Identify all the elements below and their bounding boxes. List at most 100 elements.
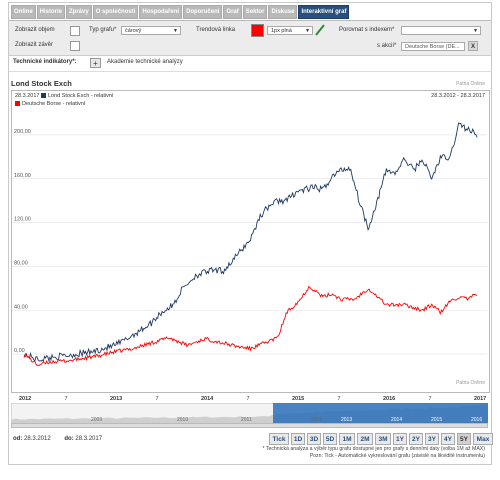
line-chart: 200,00 160,00 120,00 80,00 40,00 0,00 (12, 122, 487, 366)
chart-title: Lond Stock Exch (11, 79, 72, 88)
legend-series-1: 28.3.2017 Lond Stock Exch - relativní (15, 93, 113, 99)
chart-type-value: čárový (125, 28, 142, 34)
show-close-label: Zobrazit závěr (15, 42, 54, 48)
compare-index-label: Porovnat s indexem* (339, 27, 395, 33)
show-volume-checkbox[interactable] (70, 26, 80, 36)
compare-stock-input[interactable]: Deutsche Borse (DE... (401, 42, 465, 51)
tab-graf[interactable]: Graf (223, 5, 242, 19)
chevron-down-icon: ▼ (473, 28, 478, 34)
technical-indicators-bar: Technické indikátory*: + Akademie techni… (9, 55, 491, 72)
tab-historie[interactable]: Historie (36, 5, 66, 19)
x-axis: 2012 7 2013 7 2014 7 2015 7 2016 7 2017 (19, 396, 486, 402)
chart-type-label: Typ grafu* (89, 27, 117, 33)
tab-diskuse[interactable]: Diskuse (268, 5, 298, 19)
date-from-label: od: (13, 436, 23, 442)
y-tick-label: 0,00 (14, 348, 25, 354)
note-2: Pozn: Tick - Automatické vykreslování gr… (309, 453, 485, 459)
tab-o-spole-nosti[interactable]: O společnosti (92, 5, 139, 19)
x-tick-label: 7 (429, 396, 432, 402)
tab-zpr-vy[interactable]: Zprávy (66, 5, 92, 19)
y-tick-label: 80,00 (14, 260, 28, 266)
compare-stock-value: Deutsche Borse (DE... (405, 44, 460, 50)
date-to-label: do: (64, 436, 74, 442)
chevron-down-icon: ▼ (305, 28, 310, 34)
academy-link[interactable]: Akademie technické analýzy (107, 59, 183, 65)
interactive-chart-panel: Online Historie Zprávy O společnosti Hospoda… (8, 2, 493, 465)
tab-bar: Online Historie Zprávy O společnosti Hospoda… (11, 5, 350, 19)
range-button-tick[interactable]: Tick (269, 433, 289, 445)
y-tick-label: 40,00 (14, 304, 28, 310)
series-line-2 (23, 285, 478, 366)
series-1-swatch (41, 93, 46, 99)
legend-date: 28.3.2017 (15, 93, 40, 99)
x-tick-label: 7 (247, 396, 250, 402)
legend-date-range: 28.3.2012 - 28.3.2017 (431, 93, 485, 99)
tab-hospoda-en-[interactable]: Hospodaření (139, 5, 183, 19)
range-button-3m[interactable]: 3M (375, 433, 391, 445)
x-tick-label: 2015 (292, 396, 304, 402)
range-button-3d[interactable]: 3D (307, 433, 321, 445)
x-tick-label: 7 (338, 396, 341, 402)
x-tick-label: 2014 (201, 396, 214, 402)
series-2-label: Deutsche Borse - relativní (22, 101, 86, 107)
tab-online[interactable]: Online (11, 5, 36, 19)
tab-doporu-en-[interactable]: Doporučení (183, 5, 223, 19)
navigator-year-label: 2011 (241, 417, 252, 423)
y-tick-label: 160,00 (14, 173, 31, 179)
range-button-1y[interactable]: 1Y (393, 433, 407, 445)
series-1-label: Lond Stock Exch - relativní (48, 93, 114, 99)
range-button-1d[interactable]: 1D (291, 433, 305, 445)
indicators-label: Technické indikátory*: (13, 59, 77, 65)
range-button-5y[interactable]: 5Y (457, 433, 471, 445)
range-button-2m[interactable]: 2M (357, 433, 373, 445)
watermark-top: Patria Online (456, 81, 485, 87)
chart-plot-area[interactable]: 28.3.2017 Lond Stock Exch - relativní De… (11, 90, 490, 393)
compare-index-select[interactable]: ▼ (401, 26, 481, 35)
navigator-year-label: 2009 (91, 417, 102, 423)
navigator-year-label: 2016 (471, 417, 482, 423)
y-tick-label: 120,00 (14, 217, 31, 223)
range-navigator[interactable]: 2009 2010 2011 2012 2013 2014 2015 2016 (11, 403, 488, 423)
date-to-field[interactable]: 28.3.2017 (75, 436, 103, 442)
range-button-2y[interactable]: 2Y (409, 433, 423, 445)
x-tick-label: 2012 (19, 396, 31, 402)
pencil-icon[interactable] (315, 24, 325, 36)
navigator-year-label: 2013 (341, 417, 352, 423)
chart-type-select[interactable]: čárový ▼ (121, 26, 181, 35)
x-tick-label: 7 (65, 396, 68, 402)
note-1: * Technická analýza a výběr typu grafu d… (262, 446, 485, 452)
x-tick-label: 2016 (383, 396, 395, 402)
navigator-year-label: 2012 (311, 417, 322, 423)
trend-line-select[interactable]: 1px plná ▼ (267, 26, 313, 35)
add-indicator-button[interactable]: + (90, 58, 101, 68)
tab-sektor[interactable]: Sektor (242, 5, 268, 19)
watermark-bottom: Patria Online (456, 380, 485, 386)
legend-series-2: Deutsche Borse - relativní (15, 101, 85, 107)
y-tick-label: 200,00 (14, 129, 31, 135)
series-2-swatch (15, 101, 20, 107)
navigator-year-label: 2014 (391, 417, 402, 423)
range-button-max[interactable]: Max (473, 433, 493, 445)
show-close-checkbox[interactable] (70, 41, 80, 51)
date-from-field[interactable]: 28.3.2012 (24, 436, 51, 442)
range-button-3y[interactable]: 3Y (425, 433, 439, 445)
range-button-1m[interactable]: 1M (339, 433, 355, 445)
range-button-5d[interactable]: 5D (323, 433, 337, 445)
chart-controls: Zobrazit objem Zobrazit závěr Typ grafu*… (9, 20, 491, 56)
clear-compare-button[interactable]: X (468, 41, 478, 51)
date-range-inputs: od: 28.3.2012 do: 28.3.2017 (13, 436, 102, 442)
x-tick-label: 7 (156, 396, 159, 402)
tab-interaktivn-graf[interactable]: Interaktivní graf (298, 5, 350, 19)
trend-line-value: 1px plná (271, 28, 292, 34)
range-button-4y[interactable]: 4Y (441, 433, 455, 445)
chevron-down-icon: ▼ (173, 28, 178, 34)
series-line-1 (23, 122, 478, 363)
x-tick-label: 2017 (474, 396, 486, 402)
navigator-year-label: 2015 (431, 417, 442, 423)
navigator-scrollbar[interactable] (11, 423, 488, 428)
show-volume-label: Zobrazit objem (15, 27, 55, 33)
navigator-selection[interactable] (273, 403, 488, 423)
compare-stock-label: s akcií* (377, 43, 397, 49)
x-tick-label: 2013 (110, 396, 122, 402)
trend-color-swatch[interactable] (251, 24, 264, 37)
